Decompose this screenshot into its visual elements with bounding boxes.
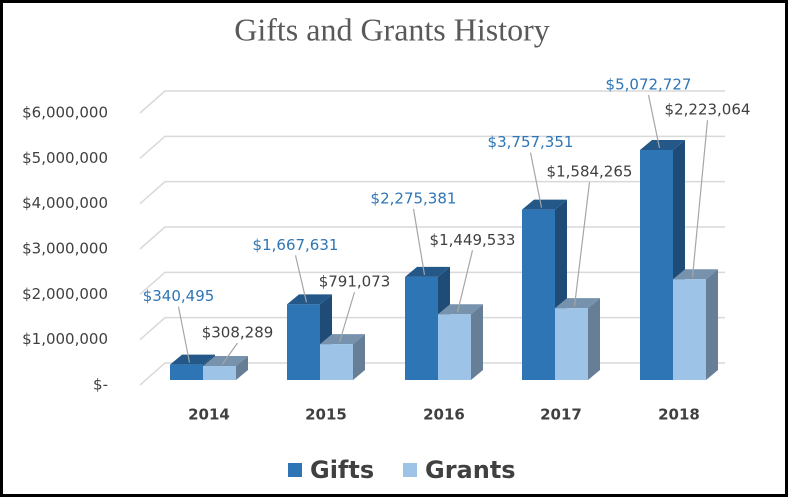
bar-front — [522, 209, 555, 380]
bar-front — [405, 276, 438, 380]
bar-top — [640, 140, 685, 151]
bar-top — [320, 334, 365, 345]
leader-line — [338, 291, 356, 343]
bar-top — [170, 354, 215, 365]
value-label: $791,073 — [319, 273, 391, 291]
bar-front — [673, 279, 706, 380]
bar-side — [706, 269, 718, 380]
bar — [203, 356, 248, 380]
bar-front — [287, 304, 320, 380]
value-label: $3,757,351 — [488, 133, 574, 151]
bar — [320, 334, 365, 380]
bar-top — [438, 304, 483, 315]
chart-title: Gifts and Grants History — [234, 11, 550, 47]
bar-front — [203, 366, 236, 380]
leader-line — [412, 208, 426, 275]
legend-label: Grants — [425, 456, 516, 484]
bar-top — [287, 294, 332, 305]
y-tick-label: $4,000,000 — [22, 194, 108, 212]
grid-line — [139, 135, 725, 159]
leader-line — [222, 342, 238, 365]
leader-line — [647, 94, 661, 149]
bar-side — [471, 304, 483, 380]
y-tick-label: $1,000,000 — [22, 330, 108, 348]
bar-side — [236, 356, 248, 380]
value-label: $5,072,727 — [606, 76, 692, 94]
bar — [438, 304, 483, 380]
y-tick-label: $5,000,000 — [22, 149, 108, 167]
value-label: $2,223,064 — [665, 101, 751, 119]
x-tick-label: 2016 — [423, 406, 465, 424]
bar — [673, 269, 718, 380]
bar-top — [555, 298, 600, 309]
grid-line — [139, 180, 725, 205]
value-label: $308,289 — [202, 324, 274, 342]
bar-top — [203, 356, 248, 367]
y-tick-label: $6,000,000 — [22, 104, 108, 122]
bar-front — [640, 150, 673, 380]
value-label: $2,275,381 — [371, 189, 457, 207]
bar-front — [555, 308, 588, 380]
y-tick-label: $3,000,000 — [22, 240, 108, 258]
leader-line — [177, 306, 191, 363]
x-tick-label: 2014 — [188, 406, 230, 424]
bar-side — [353, 334, 365, 380]
leader-line — [573, 182, 591, 307]
x-tick-label: 2017 — [540, 406, 582, 424]
leader-line — [529, 152, 543, 208]
bar-front — [320, 344, 353, 380]
x-tick-label: 2018 — [658, 406, 700, 424]
legend-swatch — [403, 463, 417, 477]
y-tick-label: $2,000,000 — [22, 285, 108, 303]
y-tick-label: $- — [93, 376, 108, 394]
value-label: $1,449,533 — [430, 231, 516, 249]
bar-front — [170, 364, 203, 380]
bar-front — [438, 314, 471, 380]
value-label: $1,667,631 — [253, 236, 339, 254]
bar-side — [588, 298, 600, 380]
bar-top — [673, 269, 718, 280]
value-label: $340,495 — [143, 287, 215, 305]
bar — [555, 298, 600, 380]
bar-top — [522, 199, 567, 210]
leader-line — [456, 250, 474, 313]
x-tick-label: 2015 — [305, 406, 347, 424]
grid-line — [139, 90, 725, 114]
leader-line — [691, 120, 709, 278]
legend-label: Gifts — [310, 456, 374, 484]
legend-swatch — [288, 463, 302, 477]
bar-top — [405, 266, 450, 277]
leader-line — [294, 255, 308, 303]
value-label: $1,584,265 — [547, 163, 633, 181]
